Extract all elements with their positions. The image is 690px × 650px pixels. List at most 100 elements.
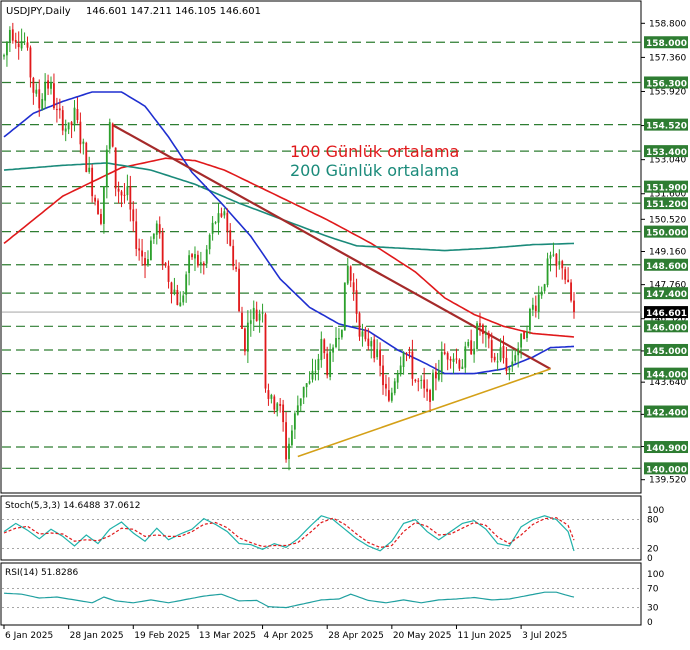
candle-body — [455, 358, 458, 360]
moving-averages — [3, 91, 575, 375]
candle-body — [470, 340, 473, 355]
candle-body — [361, 331, 364, 337]
candle-body — [291, 430, 293, 446]
rsi-tick-label: 100 — [647, 570, 664, 580]
level-label-bg — [644, 343, 688, 356]
candle-body — [302, 386, 305, 398]
candle-body — [523, 331, 525, 340]
candle-body — [317, 358, 320, 371]
ma100-line — [3, 157, 575, 338]
rsi-tick-label: 70 — [647, 584, 659, 594]
candle-body — [191, 254, 193, 258]
stoch-pane-border — [0, 495, 642, 561]
candle-body — [555, 253, 558, 266]
level-label-bg — [644, 405, 688, 418]
level-label-bg — [644, 462, 688, 475]
candle-body — [329, 351, 332, 378]
rsi-tick-label: 30 — [647, 604, 659, 614]
rsi-line — [3, 591, 575, 609]
candle-body — [6, 42, 8, 56]
candle-body — [97, 200, 99, 215]
candle-body — [446, 353, 449, 360]
candle-body — [364, 329, 367, 340]
price-tick-label: 158.800 — [649, 19, 686, 29]
main-pane-border — [0, 0, 642, 494]
candle-body — [179, 302, 182, 307]
candle-body — [393, 381, 396, 394]
candle-body — [308, 381, 311, 384]
candle-body — [570, 282, 572, 301]
candle-body — [493, 356, 496, 361]
candle-body — [229, 230, 232, 246]
candle-body — [502, 346, 505, 359]
candle-body — [482, 324, 484, 335]
candle-body — [311, 370, 314, 380]
stoch-signal-line — [3, 517, 575, 549]
level-label-bg — [644, 287, 688, 300]
candle-body — [64, 128, 67, 132]
candle-body — [76, 109, 79, 121]
candle-body — [373, 339, 376, 359]
candle-body — [244, 328, 246, 352]
level-label: 146.000 — [646, 323, 687, 333]
candle-body — [102, 186, 105, 224]
candle-body — [326, 353, 329, 376]
candle-body — [543, 284, 546, 292]
candle-body — [129, 186, 132, 210]
candle-body — [94, 197, 96, 202]
candle-body — [241, 312, 243, 329]
candle-body — [149, 240, 152, 261]
candle-body — [285, 422, 287, 460]
candle-body — [464, 346, 467, 368]
candle-body — [426, 388, 429, 392]
last-price-bg — [644, 306, 688, 319]
rsi-pane: 100 70 30 0 — [2, 570, 664, 628]
candle-body — [346, 265, 349, 284]
candle-body — [552, 254, 555, 256]
candle-body — [355, 290, 358, 314]
candle-body — [252, 307, 255, 320]
candle-body — [17, 43, 20, 48]
candle-body — [537, 294, 540, 313]
ma200-line — [3, 162, 575, 252]
candle-body — [14, 39, 17, 43]
candle-body — [144, 258, 146, 266]
candle-body — [338, 337, 340, 340]
time-axis: 6 Jan 2025 28 Jan 2025 19 Feb 2025 13 Mar 2… — [3, 625, 567, 641]
candle-body — [335, 337, 337, 348]
candle-body — [32, 77, 35, 93]
candle-body — [367, 338, 370, 347]
chart-symbol-title: USDJPY,Daily — [6, 6, 71, 17]
time-tick-label: 4 Apr 2025 — [264, 631, 314, 641]
candle-body — [20, 41, 23, 49]
candle-body — [514, 355, 517, 362]
candle-body — [405, 353, 408, 355]
candle-body — [167, 265, 170, 282]
candle-body — [91, 167, 94, 197]
candle-body — [170, 282, 173, 294]
candle-body — [340, 329, 343, 338]
level-label: 144.000 — [646, 371, 687, 381]
candle-body — [376, 349, 379, 358]
level-label-bg — [644, 36, 688, 49]
candle-body — [226, 212, 229, 232]
level-label-bg — [644, 320, 688, 333]
candle-body — [53, 83, 55, 109]
candle-body — [258, 313, 261, 321]
candle-body — [67, 122, 70, 130]
candle-body — [458, 359, 461, 369]
candle-body — [508, 368, 511, 371]
candle-body — [432, 372, 434, 401]
candle-body — [35, 89, 38, 94]
price-tick-label: 153.040 — [649, 156, 686, 166]
price-tick-label: 146.320 — [649, 315, 686, 325]
candle-body — [108, 122, 111, 149]
candle-body — [414, 379, 417, 382]
candle-body — [176, 289, 179, 305]
candle-body — [417, 380, 420, 382]
candle-body — [8, 29, 11, 42]
candle-body — [487, 333, 490, 339]
time-tick-label: 6 Jan 2025 — [5, 631, 53, 641]
